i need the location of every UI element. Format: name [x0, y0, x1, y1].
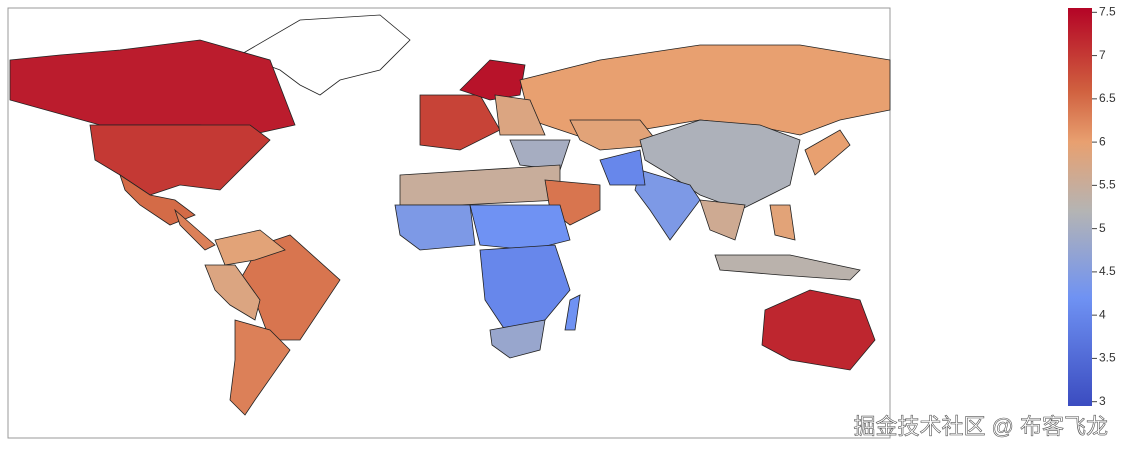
colorbar-tick-label: 5 — [1099, 221, 1106, 235]
country — [469, 204, 571, 251]
colorbar-tick-label: 4 — [1099, 307, 1106, 321]
country — [699, 199, 746, 241]
country — [214, 229, 286, 266]
country — [494, 94, 546, 136]
country — [569, 119, 661, 151]
country — [519, 44, 891, 141]
country — [489, 319, 546, 359]
country — [89, 124, 271, 196]
country — [564, 294, 581, 331]
country — [9, 39, 296, 136]
country — [769, 204, 796, 241]
country — [804, 129, 851, 176]
colorbar-tick-label: 6.5 — [1099, 91, 1116, 105]
colorbar-tick-label: 3.5 — [1099, 351, 1116, 365]
country — [204, 264, 261, 321]
country — [174, 208, 216, 251]
country — [639, 119, 801, 211]
country — [599, 149, 646, 186]
colorbar-ticks: 3 3.5 4 4.5 5 5.5 6 6.5 7 7.5 — [1092, 4, 1116, 408]
colorbar-tick-label: 6 — [1099, 134, 1106, 148]
country — [399, 164, 561, 206]
country — [634, 169, 701, 241]
colorbar — [1068, 8, 1092, 406]
colorbar-tick-label: 7.5 — [1099, 4, 1116, 18]
country — [394, 204, 476, 251]
colorbar-tick-label: 3 — [1099, 394, 1106, 408]
countries — [9, 39, 891, 416]
greenland — [239, 14, 411, 96]
colorbar-tick-label: 5.5 — [1099, 178, 1116, 192]
watermark: 掘金技术社区 @ 布客飞龙 — [853, 414, 1108, 439]
colorbar-tick-label: 4.5 — [1099, 264, 1116, 278]
colorbar-tick-label: 7 — [1099, 48, 1106, 62]
country — [761, 289, 876, 371]
country — [229, 319, 291, 416]
country — [714, 254, 861, 281]
country — [419, 94, 501, 151]
